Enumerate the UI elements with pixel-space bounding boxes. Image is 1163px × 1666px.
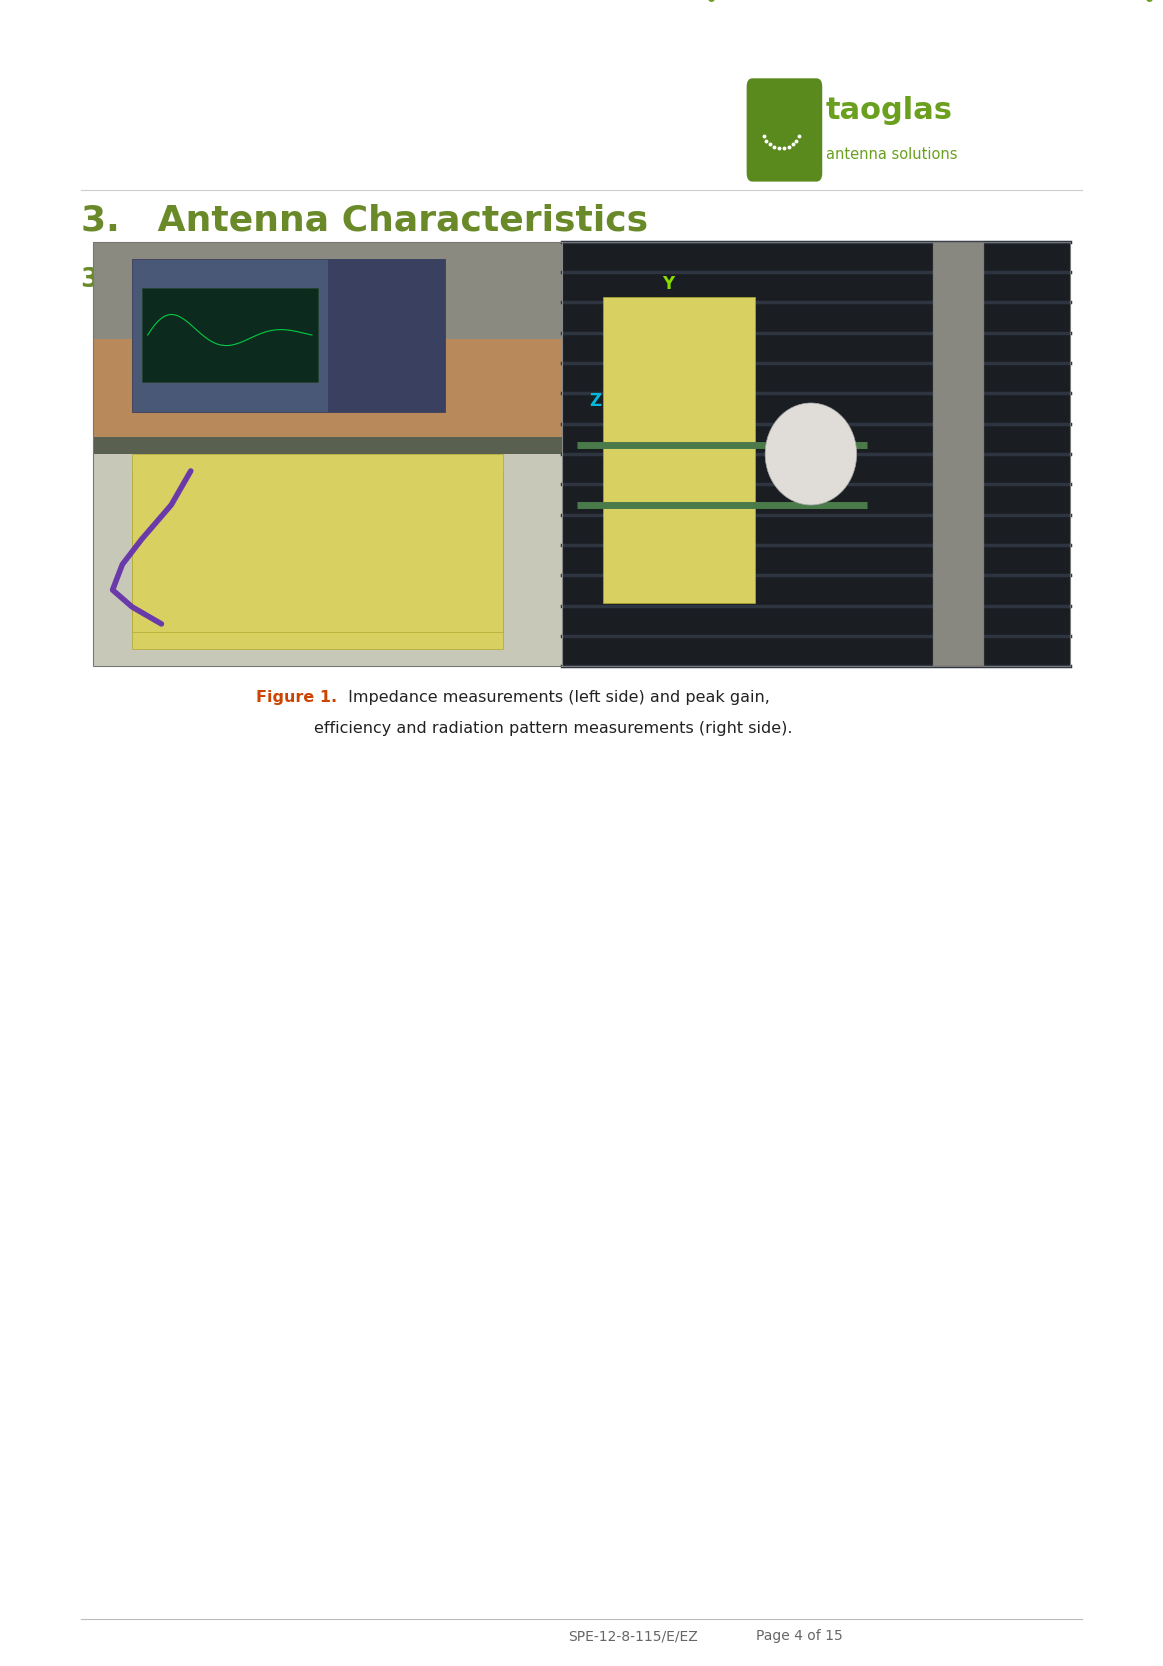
Text: 3.   Antenna Characteristics: 3. Antenna Characteristics (81, 203, 649, 237)
Bar (93, 242, 562, 340)
Text: Y: Y (662, 275, 673, 293)
FancyBboxPatch shape (747, 78, 822, 182)
Bar (133, 455, 504, 633)
Bar (933, 242, 984, 666)
Text: Z: Z (590, 392, 601, 410)
Text: X: X (728, 347, 741, 365)
Bar (142, 288, 317, 382)
Bar (133, 258, 444, 412)
Text: Page 4 of 15: Page 4 of 15 (756, 1629, 843, 1643)
Text: 3.1  Test set-up: 3.1 Test set-up (81, 267, 312, 293)
Bar (93, 453, 562, 666)
Bar (93, 242, 562, 436)
Bar (562, 242, 1070, 666)
Bar (93, 242, 562, 666)
Bar (602, 297, 755, 603)
Bar (93, 242, 1070, 666)
Text: antenna solutions: antenna solutions (826, 147, 957, 162)
Text: taoglas: taoglas (826, 97, 952, 125)
Text: Figure 1.: Figure 1. (256, 690, 337, 705)
Text: efficiency and radiation pattern measurements (right side).: efficiency and radiation pattern measure… (314, 721, 792, 736)
Ellipse shape (765, 403, 857, 505)
Bar (133, 471, 504, 650)
Text: SPE-12-8-115/E/EZ: SPE-12-8-115/E/EZ (568, 1629, 698, 1643)
Bar (328, 258, 444, 412)
Text: Impedance measurements (left side) and peak gain,: Impedance measurements (left side) and p… (343, 690, 770, 705)
